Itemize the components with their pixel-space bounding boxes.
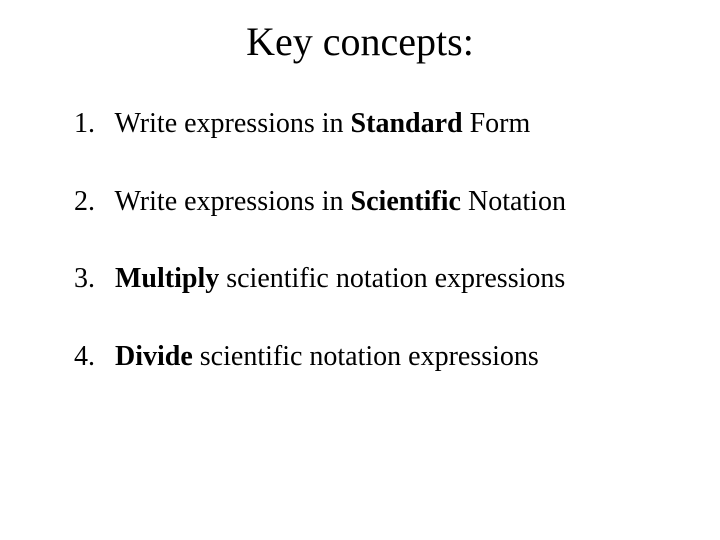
item-number: 4.	[74, 340, 108, 374]
item-bold: Divide	[115, 341, 193, 372]
slide: Key concepts: 1. Write expressions in St…	[0, 0, 720, 540]
item-number: 1.	[74, 107, 108, 141]
page-title: Key concepts:	[60, 18, 660, 65]
item-post: Notation	[461, 186, 566, 217]
concept-list: 1. Write expressions in Standard Form 2.…	[60, 107, 660, 373]
item-bold: Multiply	[115, 263, 219, 294]
item-pre: Write expressions in	[115, 108, 351, 139]
list-item: 3. Multiply scientific notation expressi…	[74, 262, 660, 296]
item-post: scientific notation expressions	[193, 341, 539, 372]
list-item: 1. Write expressions in Standard Form	[74, 107, 660, 141]
item-number: 3.	[74, 262, 108, 296]
item-bold: Scientific	[351, 186, 461, 217]
item-post: scientific notation expressions	[219, 263, 565, 294]
item-pre: Write expressions in	[115, 186, 351, 217]
list-item: 2. Write expressions in Scientific Notat…	[74, 185, 660, 219]
list-item: 4. Divide scientific notation expression…	[74, 340, 660, 374]
item-number: 2.	[74, 185, 108, 219]
item-post: Form	[463, 108, 531, 139]
item-bold: Standard	[351, 108, 463, 139]
